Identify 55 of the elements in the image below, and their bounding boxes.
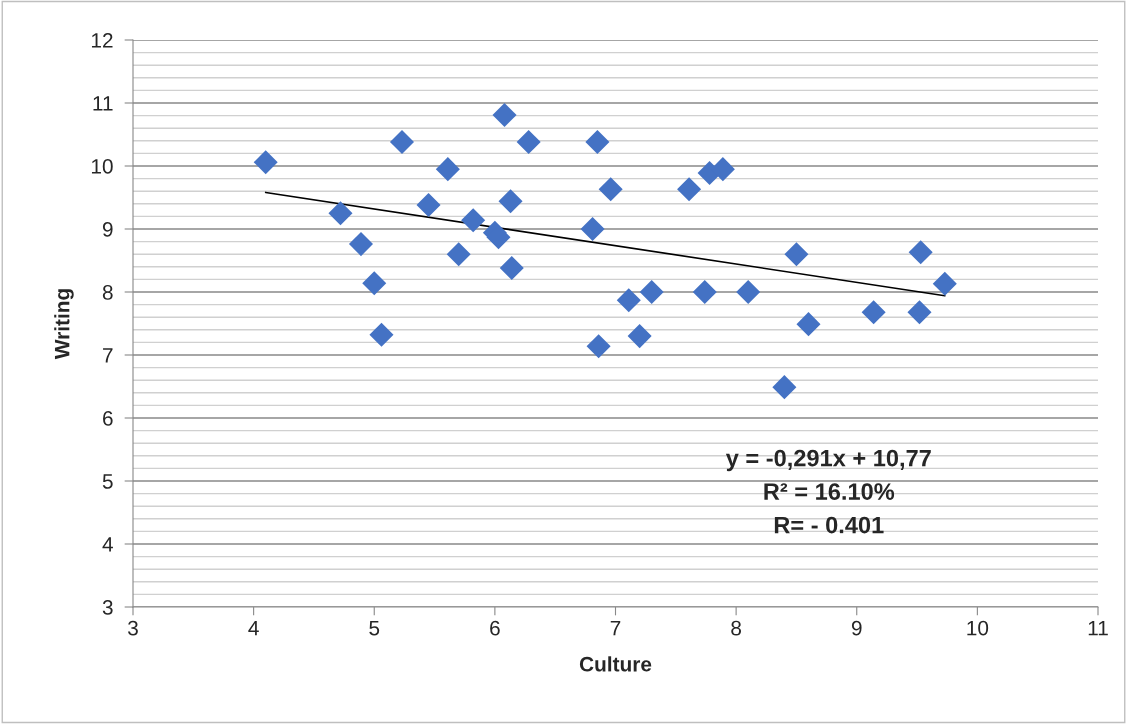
x-tick-label: 3 <box>128 620 138 636</box>
y-tick-label: 5 <box>102 474 113 489</box>
point <box>598 177 623 202</box>
annotation: y = -0,291x + 10,77 <box>725 449 931 472</box>
x-tick-label: 10 <box>967 620 989 636</box>
y-tick-label: 6 <box>103 411 113 426</box>
x-tick-label: 7 <box>610 620 621 636</box>
y-tick-label: 9 <box>102 222 113 237</box>
point <box>796 312 821 337</box>
point <box>908 240 933 265</box>
point <box>461 208 486 233</box>
y-axis-title: Writing <box>54 289 74 360</box>
point <box>328 201 353 226</box>
x-tick-label: 11 <box>1088 620 1108 636</box>
point <box>907 300 932 325</box>
point <box>677 177 702 202</box>
point <box>253 150 278 175</box>
x-tick-label: 5 <box>369 620 380 636</box>
point <box>516 130 541 155</box>
y-tick-label: 3 <box>102 600 113 615</box>
point <box>389 130 415 155</box>
y-tick-label: 10 <box>91 159 113 174</box>
point <box>580 216 605 242</box>
point <box>362 271 387 296</box>
x-tick-label: 4 <box>248 620 259 636</box>
point <box>498 189 523 214</box>
point <box>861 300 886 325</box>
y-tick-label: 12 <box>91 33 113 48</box>
y-tick-label: 4 <box>102 537 113 552</box>
x-axis-title: Culture <box>579 656 652 672</box>
point <box>586 334 611 359</box>
point <box>499 256 524 281</box>
point <box>932 271 957 296</box>
point <box>627 324 652 349</box>
annotation: R= - 0.401 <box>774 516 884 534</box>
point <box>348 232 374 257</box>
point <box>692 279 717 305</box>
point <box>416 193 441 218</box>
point <box>585 130 610 155</box>
point <box>369 322 394 347</box>
point <box>446 242 471 267</box>
x-tick-label: 9 <box>851 620 862 636</box>
point <box>492 102 517 127</box>
point <box>616 288 641 313</box>
x-tick-label: 6 <box>490 620 500 636</box>
point <box>435 157 460 182</box>
y-tick-label: 8 <box>102 285 113 300</box>
point <box>772 375 797 400</box>
y-tick-label: 11 <box>93 96 113 111</box>
point <box>639 279 664 305</box>
point <box>736 279 761 305</box>
x-tick-label: 8 <box>731 620 742 636</box>
annotation: R² = 16.10% <box>764 483 895 500</box>
y-tick-label: 7 <box>103 348 113 363</box>
point <box>784 242 809 267</box>
